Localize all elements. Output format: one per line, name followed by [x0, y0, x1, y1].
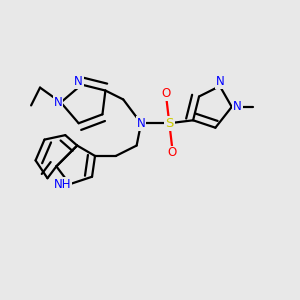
Text: NH: NH: [54, 178, 71, 191]
Text: O: O: [162, 87, 171, 100]
Text: N: N: [53, 96, 62, 109]
Text: O: O: [168, 146, 177, 160]
Text: N: N: [215, 75, 224, 88]
Text: N: N: [233, 100, 242, 113]
Text: S: S: [165, 117, 173, 130]
Text: N: N: [137, 117, 146, 130]
Text: N: N: [74, 75, 83, 88]
